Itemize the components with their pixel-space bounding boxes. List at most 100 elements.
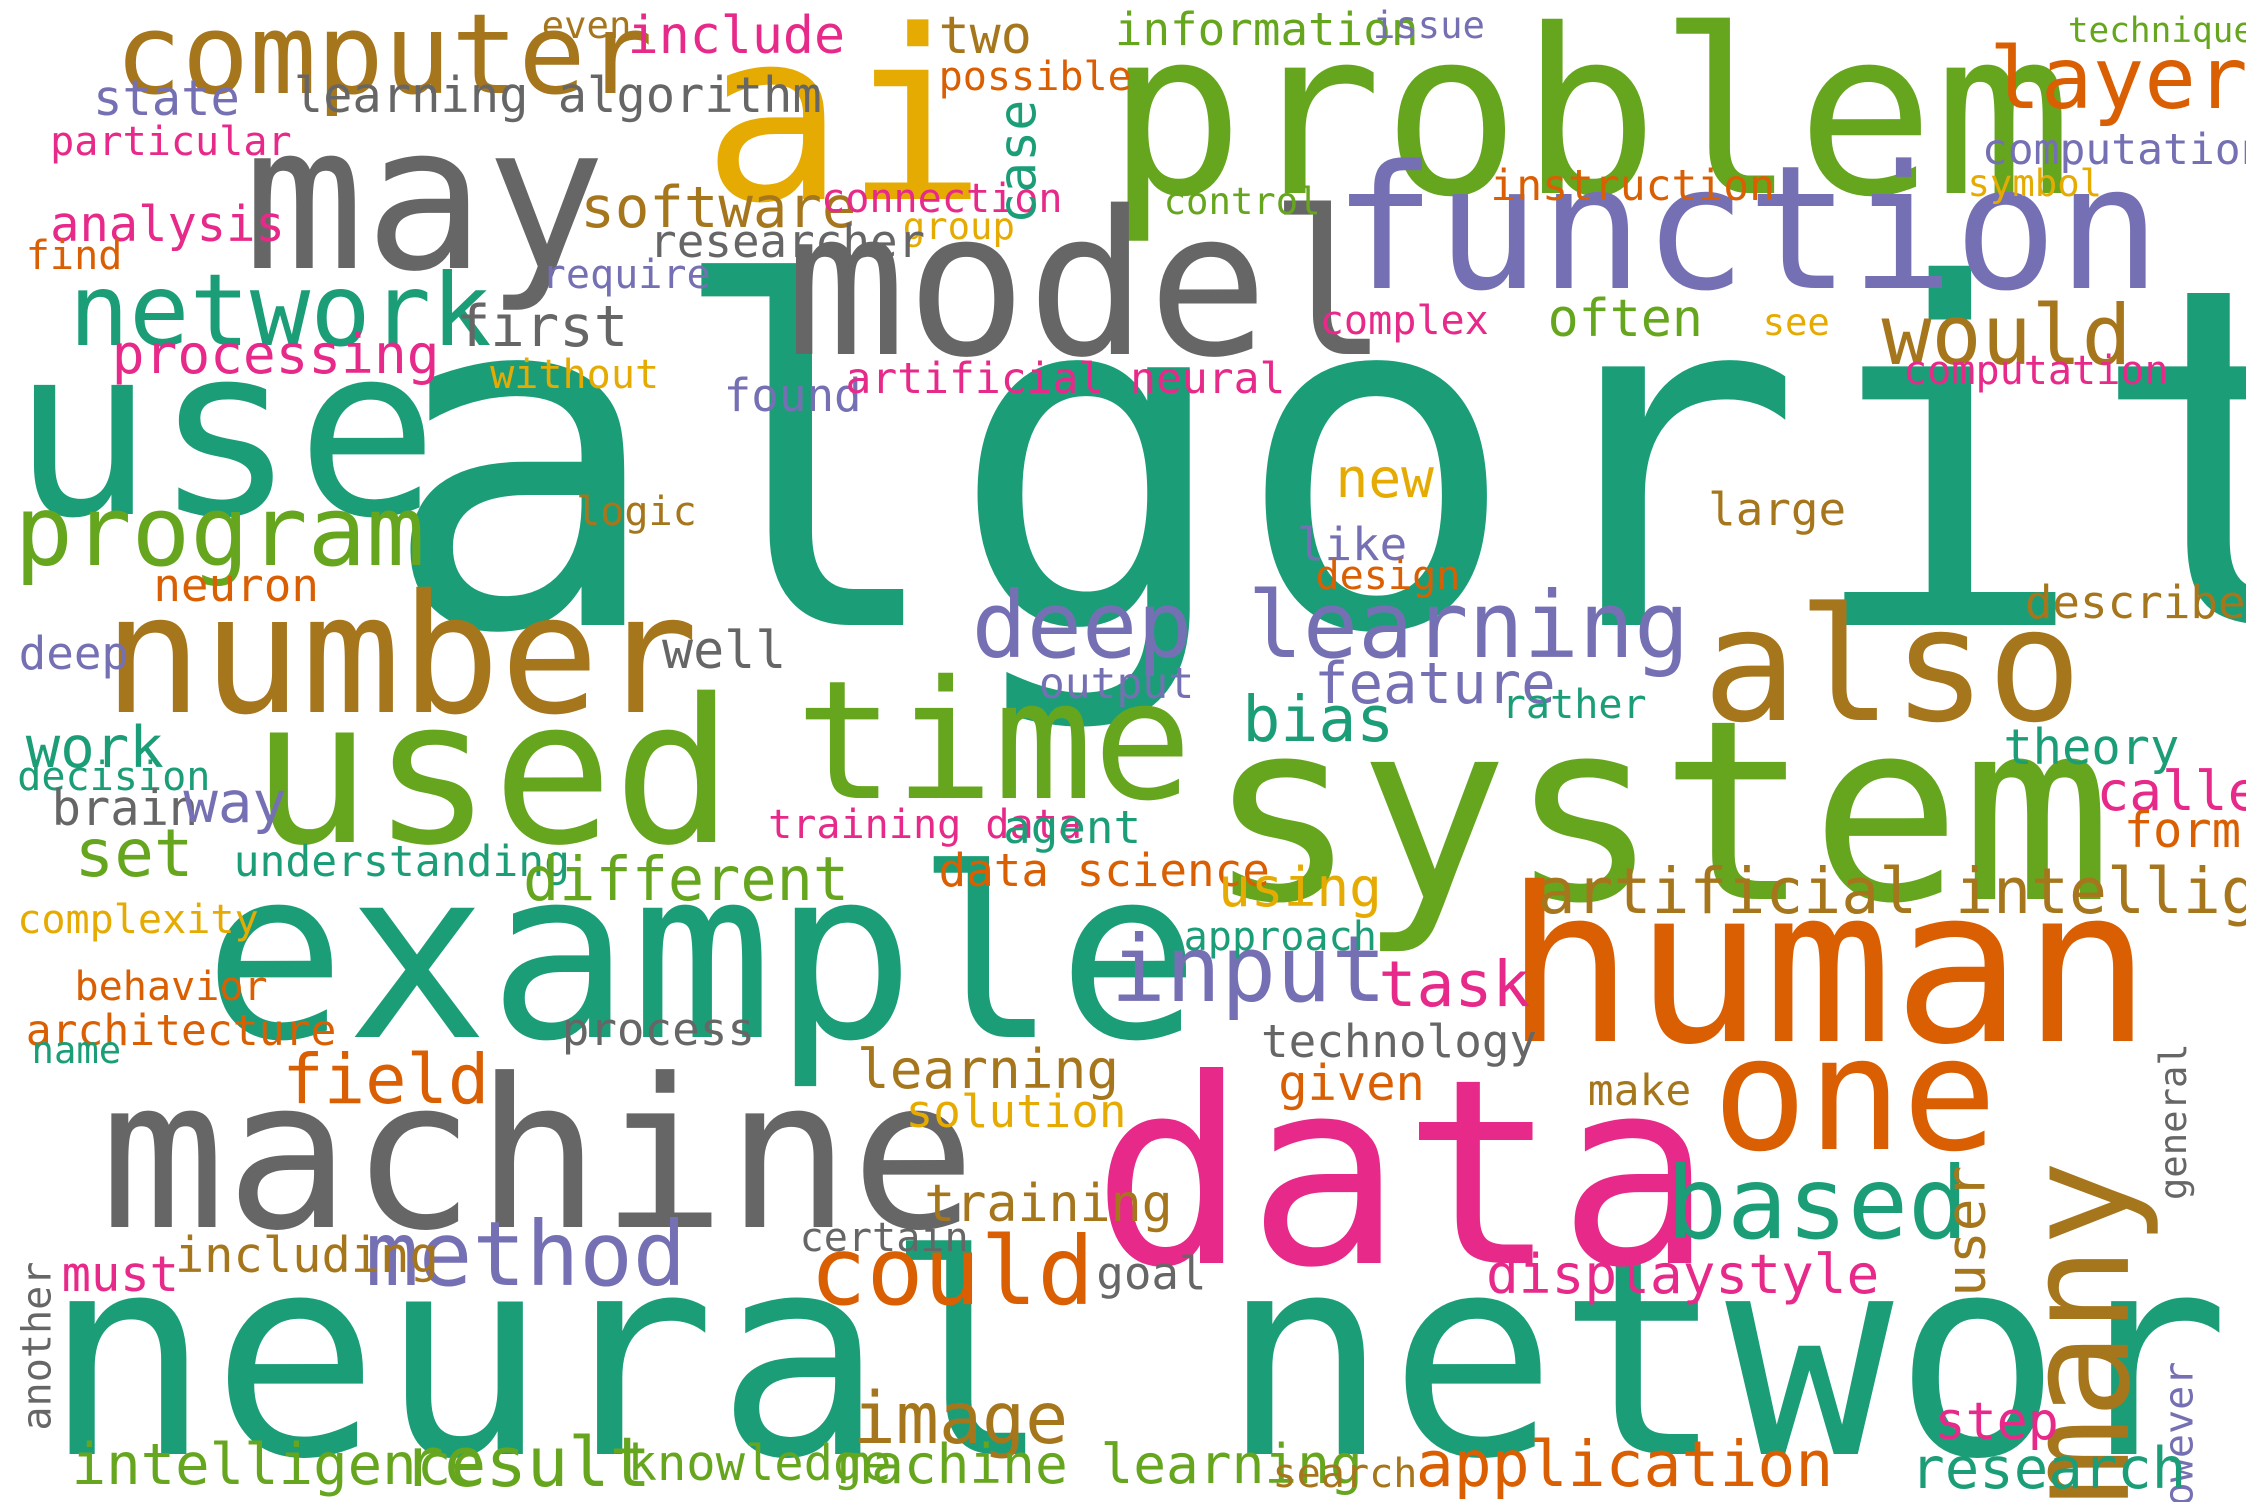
- word-cloud-word: input: [1110, 916, 1387, 1024]
- word-cloud-word: neural network: [42, 1195, 2246, 1502]
- word-cloud-word: approach: [1183, 914, 1377, 961]
- word-cloud-word: search: [1272, 1451, 1418, 1498]
- word-cloud-word: learning: [856, 1036, 1120, 1101]
- word-cloud-word: possible: [938, 54, 1132, 101]
- word-cloud-word: machine: [100, 1035, 976, 1278]
- word-cloud-word: system: [1206, 666, 2113, 959]
- word-cloud-word: particular: [50, 118, 292, 165]
- word-cloud-word: see: [1762, 299, 1830, 344]
- word-cloud-word: task: [1378, 946, 1531, 1021]
- word-cloud-word: layer: [1989, 28, 2246, 129]
- word-cloud-word: including: [174, 1228, 439, 1285]
- word-cloud-word: instruction: [1490, 160, 1775, 211]
- word-cloud-word: name: [31, 1027, 122, 1072]
- word-cloud-word: data: [1091, 1024, 1714, 1325]
- word-cloud-word: user: [1933, 1165, 1998, 1297]
- word-cloud-word: example: [203, 818, 1200, 1094]
- word-cloud-word: analysis: [50, 196, 285, 253]
- word-cloud-word: program: [14, 474, 425, 588]
- word-cloud-word: two: [938, 6, 1032, 67]
- word-cloud-word: algorithm: [379, 186, 2246, 738]
- word-cloud-word: certain: [799, 1215, 969, 1262]
- word-cloud-word: symbol: [1967, 160, 2103, 205]
- word-cloud-word: used: [250, 656, 734, 890]
- word-cloud-word: issue: [1372, 3, 1485, 48]
- word-cloud-word: also: [1702, 574, 2082, 758]
- word-cloud-word: without: [490, 352, 660, 399]
- word-cloud-word: state: [93, 70, 240, 127]
- word-cloud-word: set: [74, 815, 194, 893]
- word-cloud-word: image: [852, 1375, 1069, 1460]
- word-cloud-word: output: [1038, 659, 1195, 710]
- word-cloud-word: group: [902, 203, 1015, 248]
- word-cloud-word: connection: [821, 176, 1063, 223]
- word-cloud-word: machine learning: [838, 1432, 1363, 1497]
- word-cloud-word: find: [25, 233, 123, 280]
- word-cloud-word: based: [1666, 1144, 1969, 1262]
- word-cloud-word: solution: [905, 1084, 1127, 1139]
- word-cloud-word: complexity: [17, 896, 259, 943]
- word-cloud-word: time: [795, 645, 1193, 838]
- word-cloud-word: technique: [2067, 11, 2246, 52]
- word-cloud-word: deep learning: [971, 572, 1690, 680]
- word-cloud-word: way: [183, 768, 287, 836]
- word-cloud-word: form: [2123, 802, 2242, 859]
- word-cloud-word: understanding: [233, 837, 571, 888]
- word-cloud-word: intelligence: [71, 1430, 486, 1498]
- word-cloud-word: researcher: [649, 214, 926, 269]
- word-cloud-word: different: [523, 844, 850, 915]
- word-cloud-word: computational: [1981, 124, 2246, 175]
- word-cloud-word: general: [2150, 1043, 2195, 1201]
- word-cloud-word: number: [103, 559, 699, 752]
- word-cloud-word: require: [541, 252, 711, 299]
- word-cloud-word: called: [2096, 758, 2246, 823]
- word-cloud-word: technology: [1261, 1013, 1538, 1068]
- word-cloud-word: may: [243, 83, 606, 317]
- word-cloud-word: ai: [702, 0, 987, 255]
- word-cloud-word: even: [541, 3, 632, 48]
- word-cloud-word: using: [1218, 854, 1382, 919]
- word-cloud-word: control: [1163, 179, 1321, 224]
- word-cloud-word: new: [1335, 446, 1434, 511]
- word-cloud-word: work: [25, 714, 164, 782]
- word-cloud-word: design: [1315, 553, 1461, 599]
- word-cloud-word: artificial intelligence: [1537, 853, 2246, 928]
- word-cloud-word: process: [561, 1002, 755, 1057]
- word-cloud-word: include: [627, 6, 846, 67]
- word-cloud-word: method: [365, 1202, 687, 1306]
- word-cloud-word: make: [1587, 1066, 1692, 1117]
- word-cloud-word: software: [580, 174, 857, 242]
- word-cloud-word: processing: [111, 321, 440, 386]
- word-cloud-word: data science: [938, 843, 1270, 898]
- word-cloud-word: knowledge: [627, 1436, 892, 1493]
- word-cloud-word: brain: [51, 781, 199, 838]
- word-cloud-word: could: [809, 1217, 1095, 1328]
- word-cloud-word: problem: [1106, 0, 2073, 248]
- word-cloud-word: artificial neural: [845, 354, 1286, 405]
- word-cloud-word: network: [68, 251, 492, 369]
- word-cloud-word: deep: [18, 625, 130, 680]
- word-cloud-word: complex: [1319, 297, 1489, 344]
- word-cloud-word: found: [723, 367, 862, 422]
- word-cloud-word: computation: [1903, 348, 2169, 395]
- word-cloud-word: result: [402, 1422, 652, 1502]
- word-cloud-word: often: [1547, 288, 1703, 349]
- word-cloud-word: bias: [1242, 681, 1395, 756]
- word-cloud-word: large: [1708, 482, 1847, 537]
- word-cloud-word: information: [1114, 2, 1419, 57]
- word-cloud-word: one: [1712, 1004, 1998, 1188]
- word-cloud-word: training: [924, 1174, 1173, 1235]
- word-cloud-word: must: [61, 1247, 179, 1303]
- word-cloud-word: architecture: [25, 1006, 337, 1057]
- word-cloud-word: like: [1296, 516, 1408, 571]
- word-cloud-word: feature: [1314, 649, 1556, 717]
- word-cloud-word: would: [1881, 286, 2132, 384]
- word-cloud-word: computer: [114, 0, 653, 120]
- word-cloud-word: displaystyle: [1486, 1241, 1880, 1306]
- word-cloud-word: neuron: [153, 558, 319, 613]
- word-cloud-word: step: [1934, 1392, 2059, 1453]
- word-cloud-word: behavior: [74, 964, 268, 1011]
- word-cloud-word: decision: [17, 753, 211, 800]
